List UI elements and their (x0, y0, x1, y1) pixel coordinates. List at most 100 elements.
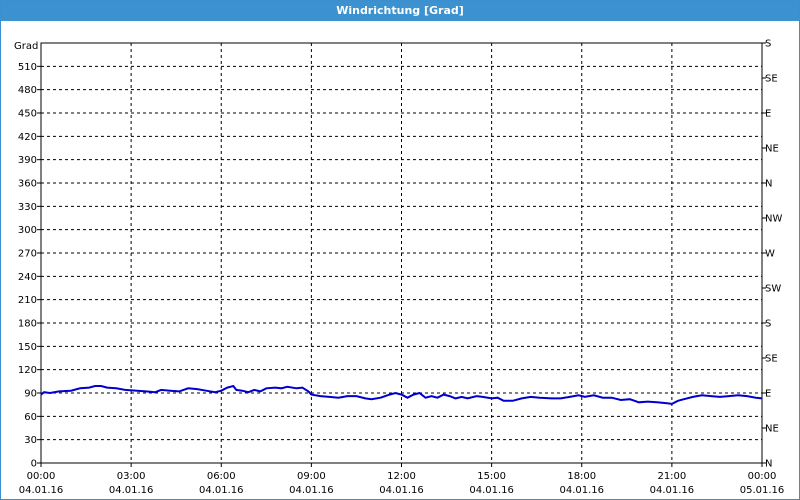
y-axis-label: Grad (14, 41, 38, 52)
data-point (602, 397, 604, 399)
right-tick-label: N (765, 179, 772, 190)
data-point (214, 391, 216, 393)
data-point (346, 395, 348, 397)
data-point (310, 394, 312, 396)
x-tick-date: 04.01.16 (650, 485, 695, 496)
y-tick-label: 390 (18, 155, 37, 166)
data-point (355, 395, 357, 397)
data-point (274, 387, 276, 389)
y-tick-label: 60 (24, 412, 37, 423)
data-point (728, 395, 730, 397)
y-tick-label: 480 (18, 85, 37, 96)
x-tick-time: 15:00 (477, 471, 506, 482)
x-tick-date: 04.01.16 (19, 485, 64, 496)
data-point (584, 396, 586, 398)
data-point (70, 390, 72, 392)
data-point (160, 389, 162, 391)
wind-direction-chart: 0 30 60 90 120 150 180 210 240 270 300 330 360 390 420… (14, 39, 785, 497)
right-tick-label: SE (765, 354, 778, 365)
data-point (710, 395, 712, 397)
data-point (49, 392, 51, 394)
y-axis: 0 30 60 90 120 150 180 210 240 270 300 330 360 390 420… (18, 62, 41, 470)
data-point (401, 394, 403, 396)
data-point (253, 389, 255, 391)
data-point (443, 394, 445, 396)
data-point (476, 395, 478, 397)
y-tick-label: 330 (18, 202, 37, 213)
data-point (247, 391, 249, 393)
y-tick-label: 30 (24, 435, 37, 446)
data-point (611, 397, 613, 399)
y-tick-label: 420 (18, 132, 37, 143)
grid (41, 42, 762, 463)
data-point (265, 387, 267, 389)
x-tick-time: 06:00 (207, 471, 236, 482)
data-point (407, 397, 409, 399)
data-point (461, 396, 463, 398)
y-tick-label: 240 (18, 272, 37, 283)
data-point (449, 395, 451, 397)
series-line (40, 384, 763, 405)
x-tick-time: 09:00 (297, 471, 326, 482)
data-point (379, 397, 381, 399)
data-point (370, 398, 372, 400)
data-point (94, 385, 96, 387)
data-point (683, 398, 685, 400)
data-point (677, 400, 679, 402)
data-point (187, 387, 189, 389)
data-point (328, 396, 330, 398)
data-point (307, 390, 309, 392)
data-point (497, 397, 499, 399)
data-point (620, 399, 622, 401)
data-point (539, 397, 541, 399)
x-axis: 00:00 04.01.16 03:00 04.01.16 06:00 04.01.16 0… (19, 463, 785, 496)
right-tick-label: W (765, 249, 775, 260)
data-point (719, 396, 721, 398)
right-tick-label: S (765, 319, 771, 330)
x-tick-date: 05.01.16 (740, 485, 785, 496)
y-tick-label: 0 (31, 459, 37, 470)
data-point (88, 387, 90, 389)
y-tick-label: 210 (18, 295, 37, 306)
data-point (259, 390, 261, 392)
data-point (286, 386, 288, 388)
data-point (196, 388, 198, 390)
data-point (629, 398, 631, 400)
data-point (241, 390, 243, 392)
y-tick-label: 270 (18, 249, 37, 260)
data-point (647, 401, 649, 403)
data-point (482, 396, 484, 398)
data-point (755, 397, 757, 399)
y-tick-label: 120 (18, 365, 37, 376)
data-point (40, 394, 42, 396)
data-point (124, 389, 126, 391)
y-tick-label: 180 (18, 319, 37, 330)
y-tick-label: 300 (18, 225, 37, 236)
data-point (319, 395, 321, 397)
data-point (280, 387, 282, 389)
right-tick-label: NE (765, 144, 779, 155)
x-tick-time: 18:00 (567, 471, 596, 482)
data-point (746, 395, 748, 397)
data-point (388, 394, 390, 396)
data-point (761, 397, 763, 399)
right-axis: N NE E SE S SW W NW N NE E SE S (762, 39, 782, 470)
y-tick-label: 450 (18, 109, 37, 120)
right-tick-label: SW (765, 284, 781, 295)
y-tick-label: 360 (18, 179, 37, 190)
right-tick-label: E (765, 389, 771, 400)
data-point (425, 397, 427, 399)
data-point (431, 395, 433, 397)
x-tick-time: 03:00 (117, 471, 146, 482)
right-tick-label: SE (765, 74, 778, 85)
data-point (394, 392, 396, 394)
x-tick-date: 04.01.16 (109, 485, 154, 496)
right-tick-label: NE (765, 424, 779, 435)
x-tick-time: 21:00 (657, 471, 686, 482)
data-point (58, 390, 60, 392)
data-point (437, 397, 439, 399)
data-point (220, 390, 222, 392)
data-point (115, 387, 117, 389)
data-point (551, 397, 553, 399)
